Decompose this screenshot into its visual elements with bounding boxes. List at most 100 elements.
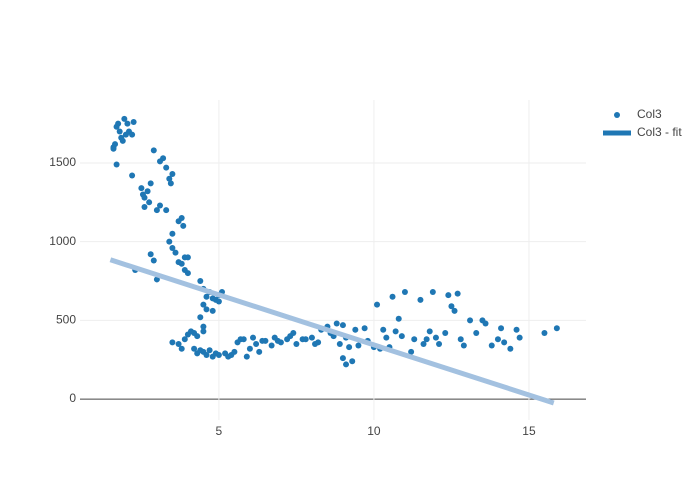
legend-label[interactable]: Col3 - fit — [637, 125, 682, 139]
data-point — [243, 353, 250, 360]
data-point — [541, 329, 548, 336]
data-point — [147, 180, 154, 187]
data-point — [119, 137, 126, 144]
data-point — [287, 333, 294, 340]
data-point — [116, 128, 123, 135]
data-point — [408, 348, 415, 355]
data-point — [169, 170, 176, 177]
data-point — [178, 345, 185, 352]
data-point — [184, 254, 191, 261]
data-point — [420, 340, 427, 347]
data-point — [167, 180, 174, 187]
data-point — [355, 342, 362, 349]
data-point — [141, 204, 148, 211]
data-point — [339, 355, 346, 362]
data-point — [395, 315, 402, 322]
data-point — [250, 334, 257, 341]
data-point — [203, 306, 210, 313]
data-point — [451, 307, 458, 314]
data-point — [129, 172, 136, 179]
data-point — [150, 257, 157, 264]
data-point — [398, 333, 405, 340]
data-point — [392, 328, 399, 335]
data-point — [488, 342, 495, 349]
data-point — [175, 259, 182, 266]
data-point — [516, 334, 523, 341]
data-point — [175, 340, 182, 347]
data-point — [380, 326, 387, 333]
data-point — [445, 292, 452, 299]
data-point — [507, 345, 514, 352]
y-tick-label: 0 — [69, 391, 76, 405]
y-tick-label: 1500 — [49, 155, 76, 169]
data-point — [553, 325, 560, 332]
data-point — [336, 340, 343, 347]
data-point — [352, 326, 359, 333]
data-point — [203, 351, 210, 358]
data-point — [374, 301, 381, 308]
data-point — [268, 342, 275, 349]
data-point — [426, 328, 433, 335]
data-point — [312, 340, 319, 347]
data-point — [166, 175, 173, 182]
data-point — [389, 293, 396, 300]
data-point — [302, 336, 309, 343]
data-point — [197, 314, 204, 321]
x-tick-label: 10 — [367, 424, 381, 438]
data-point — [129, 131, 136, 138]
data-point — [460, 342, 467, 349]
data-point — [163, 207, 170, 214]
data-point — [383, 334, 390, 341]
data-point — [113, 161, 120, 168]
legend-label[interactable]: Col3 — [637, 107, 662, 121]
data-point — [349, 358, 356, 365]
data-point — [494, 336, 501, 343]
data-point — [411, 336, 418, 343]
data-point — [256, 348, 263, 355]
data-point — [203, 293, 210, 300]
data-point — [246, 345, 253, 352]
data-point — [442, 329, 449, 336]
data-point — [293, 340, 300, 347]
y-tick-label: 500 — [56, 313, 76, 327]
data-point — [253, 340, 260, 347]
data-point — [343, 361, 350, 368]
data-point — [308, 334, 315, 341]
data-point — [169, 230, 176, 237]
data-point — [110, 145, 117, 152]
data-point — [184, 270, 191, 277]
data-point — [144, 188, 151, 195]
data-point — [181, 336, 188, 343]
data-point — [169, 244, 176, 251]
data-point — [197, 278, 204, 285]
data-point — [228, 351, 235, 358]
data-point — [501, 339, 508, 346]
data-point — [429, 289, 436, 296]
data-point — [200, 323, 207, 330]
data-point — [200, 328, 207, 335]
data-point — [178, 215, 185, 222]
legend-swatch — [614, 112, 620, 118]
data-point — [172, 249, 179, 256]
data-point — [121, 115, 128, 122]
data-point — [156, 202, 163, 209]
data-point — [209, 307, 216, 314]
data-point — [454, 290, 461, 297]
data-point — [473, 329, 480, 336]
data-point — [130, 119, 137, 126]
data-point — [436, 340, 443, 347]
data-point — [124, 120, 131, 127]
data-point — [498, 325, 505, 332]
data-point — [401, 289, 408, 296]
data-point — [197, 347, 204, 354]
data-point — [274, 337, 281, 344]
data-point — [448, 303, 455, 310]
data-point — [513, 326, 520, 333]
data-point — [212, 350, 219, 357]
data-point — [417, 296, 424, 303]
data-point — [191, 345, 198, 352]
data-point — [467, 317, 474, 324]
data-point — [169, 339, 176, 346]
data-point — [206, 347, 213, 354]
